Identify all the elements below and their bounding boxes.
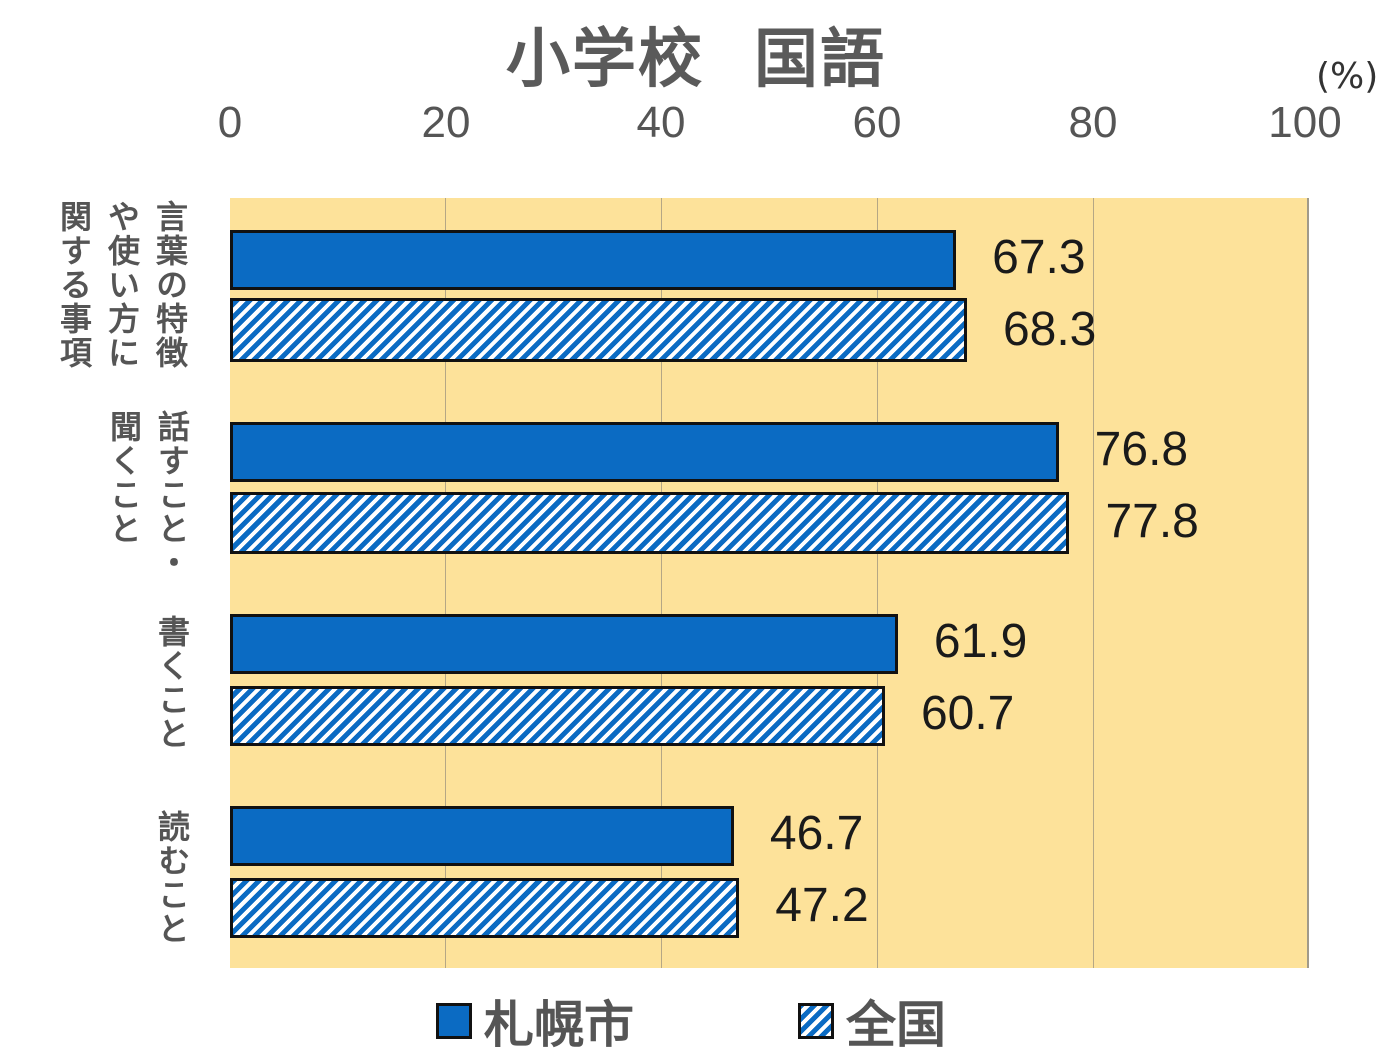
legend-item-sapporo[interactable]: 札幌市 bbox=[436, 985, 634, 1057]
legend-swatch-solid-icon bbox=[436, 1003, 472, 1039]
x-tick-80: 80 bbox=[1068, 98, 1118, 147]
category-label-2: 話すこと・ 聞くこと bbox=[105, 410, 191, 580]
value-label: 76.8 bbox=[1094, 423, 1189, 476]
gridline-40 bbox=[661, 198, 662, 968]
bar-national-hanasu[interactable] bbox=[230, 492, 1070, 554]
bar-sapporo-yomu[interactable] bbox=[230, 806, 734, 866]
bar-sapporo-kaku[interactable] bbox=[230, 614, 898, 674]
value-label: 67.3 bbox=[992, 231, 1086, 284]
legend-item-national[interactable]: 全国 bbox=[798, 985, 946, 1057]
category-label-4: 読むこと bbox=[153, 810, 191, 946]
plot-area: 67.3 68.3 76.8 77.8 61.9 60.7 46.7 47.2 bbox=[230, 198, 1309, 968]
gridline-80 bbox=[1093, 198, 1094, 968]
x-tick-40: 40 bbox=[636, 98, 686, 147]
bar-sapporo-hanasu[interactable] bbox=[230, 422, 1059, 482]
value-label: 46.7 bbox=[769, 807, 864, 860]
x-tick-20: 20 bbox=[421, 98, 471, 147]
category-label-1: 言葉の特徴 や使い方に 関する事項 bbox=[55, 200, 189, 370]
value-label: 60.7 bbox=[920, 687, 1015, 740]
legend-swatch-hatched-icon bbox=[798, 1003, 834, 1039]
x-tick-0: 0 bbox=[217, 98, 243, 147]
bar-national-yomu[interactable] bbox=[230, 878, 740, 938]
chart-title: 小学校 国語 bbox=[0, 8, 1392, 100]
chart-title-part-1: 小学校 bbox=[506, 23, 704, 97]
x-tick-100: 100 bbox=[1268, 98, 1342, 147]
value-label: 61.9 bbox=[933, 615, 1028, 668]
chart-title-part-2: 国語 bbox=[754, 23, 886, 97]
legend-label: 札幌市 bbox=[484, 996, 634, 1054]
bar-national-kaku[interactable] bbox=[230, 686, 885, 746]
bar-sapporo-kotoba[interactable] bbox=[230, 230, 957, 290]
value-label: 68.3 bbox=[1002, 303, 1097, 356]
axis-unit-label: (%) bbox=[1316, 56, 1379, 97]
value-label: 77.8 bbox=[1105, 495, 1199, 548]
x-tick-60: 60 bbox=[852, 98, 902, 147]
bar-national-kotoba[interactable] bbox=[230, 298, 967, 362]
category-label-3: 書くこと bbox=[153, 615, 191, 751]
legend-label: 全国 bbox=[846, 996, 946, 1054]
value-label: 47.2 bbox=[775, 879, 869, 932]
gridline-60 bbox=[877, 198, 878, 968]
gridline-20 bbox=[445, 198, 446, 968]
